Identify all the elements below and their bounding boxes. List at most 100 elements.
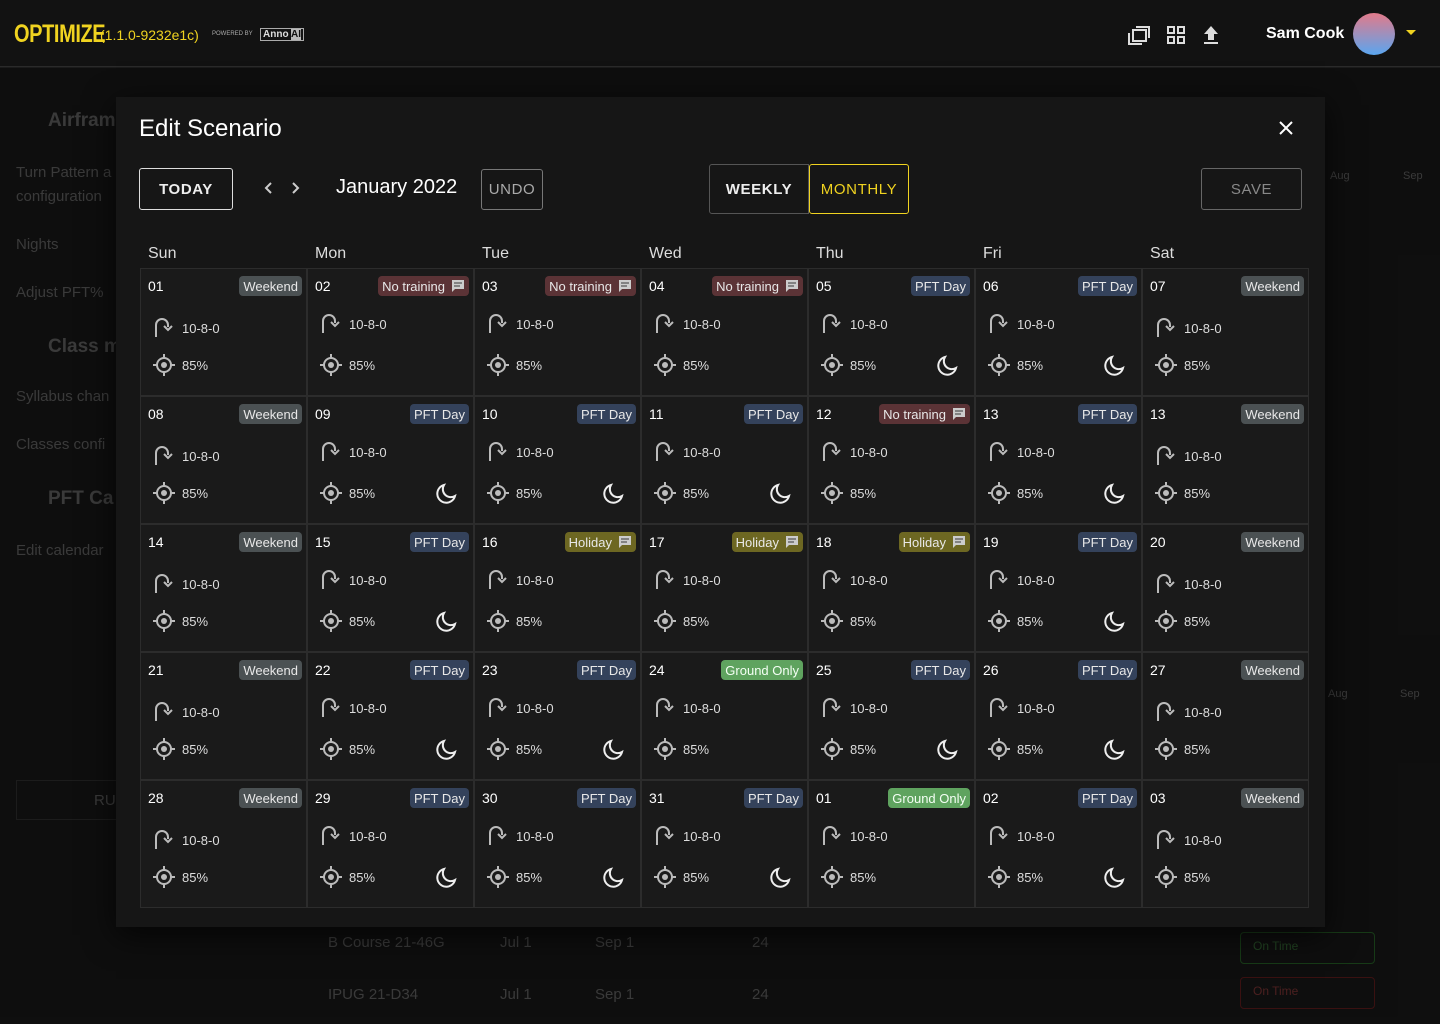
- comment-icon[interactable]: [451, 279, 465, 293]
- prev-month[interactable]: [264, 182, 272, 194]
- day-cell[interactable]: 04 No training 10-8-0 85%: [641, 268, 808, 396]
- pattern-icon: [1157, 574, 1175, 593]
- tag-label: PFT Day: [580, 662, 632, 678]
- tag-label: PFT Day: [1081, 790, 1133, 806]
- pft-icon: [821, 610, 843, 632]
- weekday: Tue: [482, 245, 509, 262]
- comment-icon[interactable]: [618, 535, 632, 549]
- pft-icon: [487, 354, 509, 376]
- day-cell[interactable]: 11 PFT Day 10-8-0 85%: [641, 396, 808, 524]
- day-cell[interactable]: 19 PFT Day 10-8-0 85%: [975, 524, 1142, 652]
- day-cell[interactable]: 15 PFT Day 10-8-0 85%: [307, 524, 474, 652]
- today-button[interactable]: TODAY: [139, 168, 233, 210]
- comment-icon[interactable]: [785, 279, 799, 293]
- day-tag: Weekend: [239, 788, 302, 808]
- pft-rate: 85%: [850, 870, 877, 885]
- weekday: Mon: [315, 245, 347, 262]
- day-cell[interactable]: 06 PFT Day 10-8-0 85%: [975, 268, 1142, 396]
- pft-rate: 85%: [1184, 358, 1211, 373]
- pft-rate: 85%: [182, 358, 209, 373]
- day-cell[interactable]: 18 Holiday 10-8-0 85%: [808, 524, 975, 652]
- tag-label: PFT Day: [413, 662, 465, 678]
- day-cell[interactable]: 28 Weekend 10-8-0 85%: [140, 780, 307, 908]
- pft-icon: [487, 610, 509, 632]
- day-cell[interactable]: 13 PFT Day 10-8-0 85%: [975, 396, 1142, 524]
- day-cell[interactable]: 02 No training 10-8-0 85%: [307, 268, 474, 396]
- pattern: 10-8-0: [683, 317, 721, 332]
- day-number: 22: [315, 662, 331, 678]
- pft-icon: [654, 354, 676, 376]
- comment-icon[interactable]: [952, 407, 966, 421]
- night-icon: [770, 867, 791, 888]
- day-tag: PFT Day: [576, 660, 636, 680]
- day-cell[interactable]: 14 Weekend 10-8-0 85%: [140, 524, 307, 652]
- undo-button[interactable]: UNDO: [481, 169, 543, 210]
- app-name: OPTIMIZE: [14, 20, 106, 48]
- day-cell[interactable]: 10 PFT Day 10-8-0 85%: [474, 396, 641, 524]
- day-cell[interactable]: 23 PFT Day 10-8-0 85%: [474, 652, 641, 780]
- day-cell[interactable]: 30 PFT Day 10-8-0 85%: [474, 780, 641, 908]
- pft-rate: 85%: [182, 742, 209, 757]
- day-cell[interactable]: 27 Weekend 10-8-0 85%: [1142, 652, 1309, 780]
- day-tag: PFT Day: [910, 276, 970, 296]
- pattern-icon: [489, 570, 507, 589]
- pft-rate: 85%: [349, 614, 376, 629]
- day-tag: Weekend: [239, 404, 302, 424]
- day-cell[interactable]: 21 Weekend 10-8-0 85%: [140, 652, 307, 780]
- day-cell[interactable]: 25 PFT Day 10-8-0 85%: [808, 652, 975, 780]
- day-cell[interactable]: 22 PFT Day 10-8-0 85%: [307, 652, 474, 780]
- user-menu-caret[interactable]: [1405, 29, 1417, 37]
- icon-upload[interactable]: [1204, 26, 1218, 44]
- tag-label: PFT Day: [914, 278, 966, 294]
- day-cell[interactable]: 29 PFT Day 10-8-0 85%: [307, 780, 474, 908]
- pft-icon: [153, 738, 175, 760]
- pft-rate: 85%: [516, 742, 543, 757]
- pft-icon: [821, 866, 843, 888]
- comment-icon[interactable]: [785, 535, 799, 549]
- day-cell[interactable]: 01 Weekend 10-8-0 85%: [140, 268, 307, 396]
- night-icon: [436, 867, 457, 888]
- day-number: 03: [482, 278, 498, 294]
- tag-label: PFT Day: [1081, 662, 1133, 678]
- user-name[interactable]: Sam Cook: [1266, 25, 1345, 42]
- day-number: 19: [983, 534, 999, 550]
- day-cell[interactable]: 09 PFT Day 10-8-0 85%: [307, 396, 474, 524]
- close-button[interactable]: [1278, 120, 1294, 136]
- day-cell[interactable]: 05 PFT Day 10-8-0 85%: [808, 268, 975, 396]
- pft-icon: [320, 738, 342, 760]
- day-cell[interactable]: 03 No training 10-8-0 85%: [474, 268, 641, 396]
- comment-icon[interactable]: [952, 535, 966, 549]
- table-cell: IPUG 21-D34: [328, 986, 419, 1003]
- icon-layers[interactable]: [1128, 26, 1150, 45]
- day-cell[interactable]: 12 No training 10-8-0 85%: [808, 396, 975, 524]
- save-button[interactable]: SAVE: [1201, 168, 1302, 210]
- pft-icon: [654, 738, 676, 760]
- comment-icon[interactable]: [618, 279, 632, 293]
- pattern-icon: [155, 574, 173, 593]
- pft-rate: 85%: [516, 870, 543, 885]
- night-icon: [436, 739, 457, 760]
- tag-label: PFT Day: [580, 790, 632, 806]
- day-cell[interactable]: 17 Holiday 10-8-0 85%: [641, 524, 808, 652]
- monthly-button[interactable]: MONTHLY: [809, 164, 909, 214]
- day-cell[interactable]: 20 Weekend 10-8-0 85%: [1142, 524, 1309, 652]
- day-cell[interactable]: 07 Weekend 10-8-0 85%: [1142, 268, 1309, 396]
- day-cell[interactable]: 03 Weekend 10-8-0 85%: [1142, 780, 1309, 908]
- weekly-button[interactable]: WEEKLY: [709, 164, 809, 214]
- day-cell[interactable]: 31 PFT Day 10-8-0 85%: [641, 780, 808, 908]
- icon-grid[interactable]: [1167, 26, 1185, 44]
- status-chip: On Time: [1240, 932, 1375, 964]
- day-cell[interactable]: 16 Holiday 10-8-0 85%: [474, 524, 641, 652]
- next-month[interactable]: [292, 182, 300, 194]
- day-cell[interactable]: 13 Weekend 10-8-0 85%: [1142, 396, 1309, 524]
- day-cell[interactable]: 26 PFT Day 10-8-0 85%: [975, 652, 1142, 780]
- pft-rate: 85%: [516, 614, 543, 629]
- day-cell[interactable]: 24 Ground Only 10-8-0 85%: [641, 652, 808, 780]
- table-cell: Sep 1: [595, 986, 635, 1003]
- avatar[interactable]: [1353, 13, 1395, 55]
- day-number: 21: [148, 662, 164, 678]
- day-tag: PFT Day: [1077, 532, 1137, 552]
- day-cell[interactable]: 08 Weekend 10-8-0 85%: [140, 396, 307, 524]
- day-cell[interactable]: 02 PFT Day 10-8-0 85%: [975, 780, 1142, 908]
- day-cell[interactable]: 01 Ground Only 10-8-0 85%: [808, 780, 975, 908]
